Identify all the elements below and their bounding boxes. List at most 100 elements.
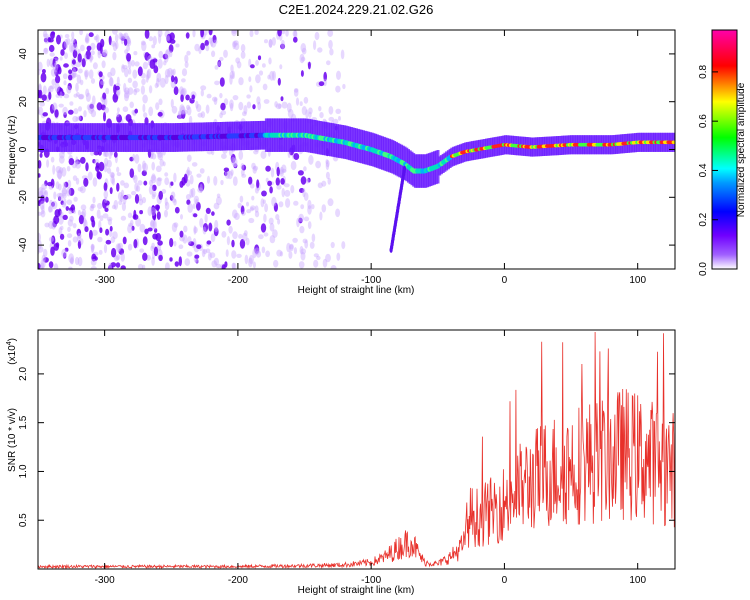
noise-dot [38, 211, 43, 216]
noise-dot [229, 74, 233, 85]
noise-dot [164, 177, 170, 186]
noise-dot [252, 261, 256, 269]
noise-dot [58, 215, 64, 225]
streak-dot [389, 246, 393, 253]
noise-dot [120, 265, 126, 269]
noise-dot [80, 238, 84, 245]
noise-dot [229, 102, 234, 112]
noise-dot [83, 217, 87, 227]
noise-dot [179, 104, 185, 114]
noise-dot [204, 39, 209, 47]
snr-multiplier-exp: 4 [6, 341, 13, 345]
noise-dot [123, 38, 128, 46]
noise-dot [256, 179, 260, 189]
noise-dot [71, 31, 75, 39]
noise-dot [89, 229, 93, 240]
noise-dot [117, 192, 124, 201]
noise-dot [116, 166, 120, 173]
noise-dot [73, 93, 79, 98]
noise-dot [194, 43, 200, 52]
noise-dot [300, 248, 307, 255]
noise-dot [260, 223, 267, 233]
noise-dot [141, 78, 146, 86]
noise-dot [214, 65, 219, 70]
noise-dot [72, 175, 78, 181]
noise-dot [281, 187, 285, 198]
noise-dot [122, 33, 127, 39]
noise-dot [134, 194, 140, 204]
heatmap-x-label: Height of straight line (km) [298, 285, 415, 296]
noise-dot [305, 109, 309, 119]
noise-dot [54, 82, 60, 93]
noise-dot [269, 235, 276, 244]
noise-dot [50, 68, 57, 77]
noise-dot [91, 219, 96, 228]
snr-x-axis: -300 -200 -100 0 100 [95, 330, 646, 586]
heatmap-x-axis: -300 -200 -100 0 100 [95, 30, 646, 286]
noise-dot [133, 51, 138, 56]
noise-dot [75, 82, 79, 93]
noise-dot [115, 41, 119, 50]
noise-dot [182, 109, 188, 115]
noise-dot [164, 68, 171, 78]
noise-dot [72, 209, 76, 214]
noise-dot [199, 183, 203, 194]
noise-dot [48, 220, 54, 229]
noise-dot [50, 31, 55, 40]
y-tick-label: 40 [18, 48, 29, 60]
noise-dot [301, 106, 307, 116]
noise-dot [180, 105, 186, 115]
noise-dot [321, 180, 327, 187]
noise-dot [90, 50, 95, 56]
noise-dot [226, 236, 230, 246]
noise-dot [93, 151, 100, 156]
noise-dot [163, 60, 167, 66]
noise-dot [116, 76, 120, 85]
noise-dot [72, 67, 77, 78]
noise-dot [151, 242, 156, 250]
noise-dot [116, 182, 120, 192]
noise-dot [210, 37, 214, 47]
noise-dot [185, 32, 190, 39]
noise-dot [150, 220, 155, 227]
noise-dot [49, 85, 55, 90]
noise-dot [238, 233, 243, 239]
noise-dot [187, 170, 192, 176]
noise-dot [213, 175, 218, 186]
noise-dot [116, 112, 120, 118]
noise-dot [38, 89, 41, 99]
noise-dot [200, 42, 206, 51]
noise-dot [62, 214, 68, 220]
noise-dot [88, 32, 94, 38]
noise-dot [112, 30, 118, 35]
noise-dot [180, 88, 186, 96]
noise-dot [246, 94, 251, 99]
snr-y-label: SNR (10 * v/v) [7, 408, 18, 472]
noise-dot [53, 191, 57, 200]
noise-dot [170, 98, 174, 108]
noise-dot [120, 36, 126, 41]
noise-dot [95, 34, 100, 43]
noise-dot [124, 87, 130, 95]
noise-dot [158, 98, 163, 106]
noise-dot [80, 156, 86, 164]
noise-dot [67, 240, 72, 247]
noise-dot [185, 194, 191, 200]
noise-dot [328, 39, 333, 49]
noise-dot [137, 180, 143, 186]
noise-dot [41, 183, 47, 190]
noise-dot [116, 114, 122, 123]
noise-dot [261, 190, 267, 197]
noise-dot [76, 74, 82, 84]
noise-dot [105, 239, 112, 245]
noise-dot [277, 103, 282, 109]
noise-dot [248, 217, 255, 224]
noise-dot [165, 262, 170, 269]
noise-dot [298, 213, 305, 222]
noise-dot [59, 233, 65, 240]
noise-dot [150, 175, 157, 184]
noise-dot [157, 240, 163, 246]
noise-dot [83, 110, 87, 118]
noise-dot [63, 63, 69, 68]
noise-dot [227, 170, 233, 180]
